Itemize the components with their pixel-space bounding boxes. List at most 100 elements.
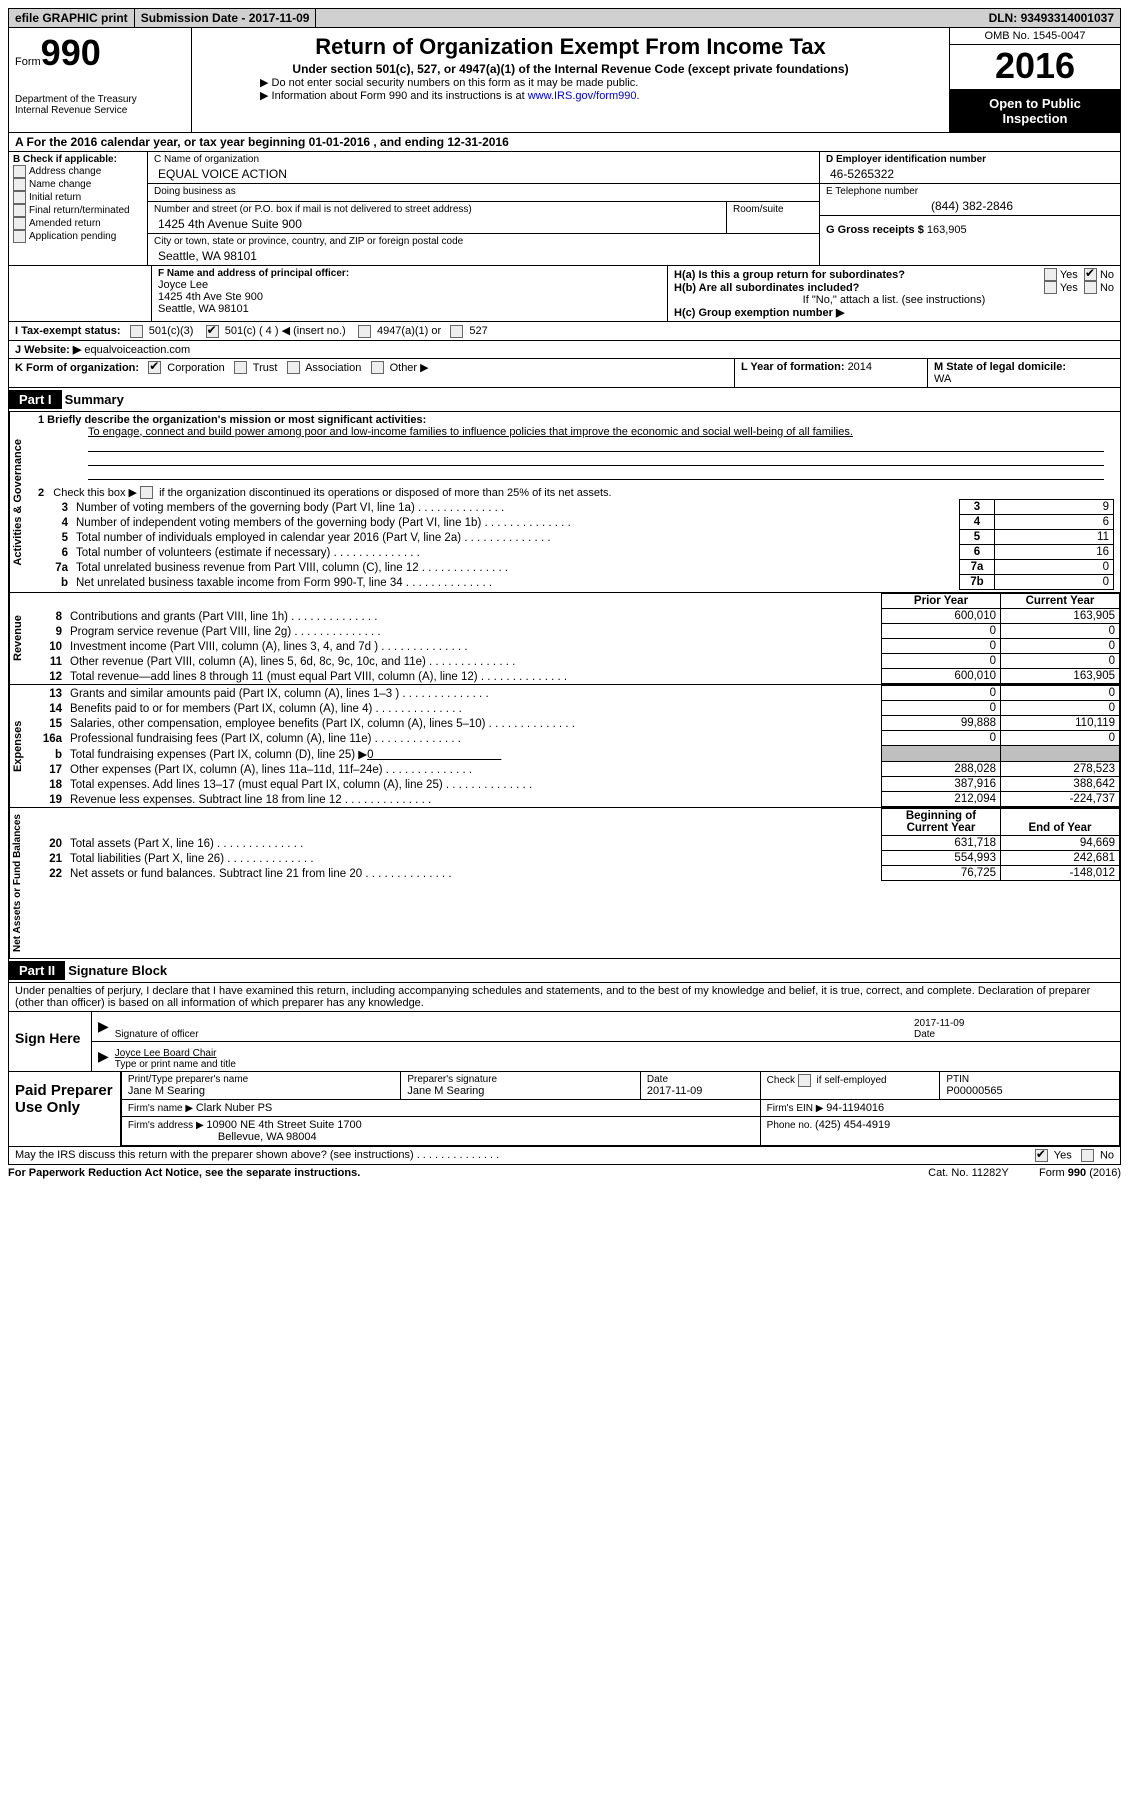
part-ii-header-row: Part II Signature Block [8, 959, 1121, 983]
chk-4947[interactable] [358, 325, 371, 338]
chk-application-pending[interactable] [13, 230, 26, 243]
discuss-row: May the IRS discuss this return with the… [8, 1147, 1121, 1165]
chk-association[interactable] [287, 361, 300, 374]
org-street: 1425 4th Avenue Suite 900 [158, 217, 720, 231]
line-2: 2 Check this box ▶ if the organization d… [38, 486, 1114, 500]
dln: DLN: 93493314001037 [983, 9, 1120, 27]
form-note-ssn: ▶ Do not enter social security numbers o… [260, 76, 941, 89]
form-subtitle: Under section 501(c), 527, or 4947(a)(1)… [200, 62, 941, 76]
gross-receipts: 163,905 [927, 224, 967, 236]
dba-cell: Doing business as [148, 184, 819, 202]
open-to-public: Open to PublicInspection [950, 90, 1120, 132]
arrow-icon: ▶ [98, 1018, 109, 1040]
firm-address: 10900 NE 4th Street Suite 1700 [206, 1119, 361, 1131]
principal-officer: F Name and address of principal officer:… [152, 266, 668, 321]
col-b-header: B Check if applicable: [13, 154, 143, 165]
line-1-label: 1 Briefly describe the organization's mi… [38, 414, 1114, 426]
paperwork-notice: For Paperwork Reduction Act Notice, see … [8, 1167, 360, 1179]
chk-other[interactable] [371, 361, 384, 374]
ein-value: 46-5265322 [830, 167, 1114, 181]
part-i-header: Part I [9, 390, 62, 409]
arrow-icon: ▶ [98, 1048, 109, 1070]
form-note-info: ▶ Information about Form 990 and its ins… [260, 89, 941, 102]
sig-date-value: 2017-11-09 [914, 1018, 964, 1029]
firm-phone: (425) 454-4919 [815, 1119, 890, 1131]
part-i-title: Summary [65, 392, 124, 407]
chk-trust[interactable] [234, 361, 247, 374]
street-row: Number and street (or P.O. box if mail i… [148, 202, 819, 234]
header-left: Form990 Department of the Treasury Inter… [9, 28, 192, 132]
part-ii-title: Signature Block [68, 963, 167, 978]
chk-corporation[interactable] [148, 361, 161, 374]
chk-ha-yes[interactable] [1044, 268, 1057, 281]
chk-discuss-no[interactable] [1081, 1149, 1094, 1162]
col-c-org-info: C Name of organization EQUAL VOICE ACTIO… [148, 152, 819, 265]
h-a-label: H(a) Is this a group return for subordin… [674, 269, 1044, 281]
chk-hb-no[interactable] [1084, 281, 1097, 294]
irs-link[interactable]: www.IRS.gov/form990 [528, 90, 637, 102]
tax-year: 2016 [950, 45, 1120, 90]
h-c-label: H(c) Group exemption number ▶ [674, 306, 1114, 319]
chk-name-change[interactable] [13, 178, 26, 191]
paid-preparer-block: Paid Preparer Use Only Print/Type prepar… [8, 1072, 1121, 1147]
tab-net-assets: Net Assets or Fund Balances [9, 808, 32, 958]
part-ii-header: Part II [9, 961, 65, 980]
tab-expenses: Expenses [9, 685, 32, 807]
h-b-note: If "No," attach a list. (see instruction… [674, 294, 1114, 306]
table-net-assets: Beginning of Current YearEnd of Year20To… [32, 808, 1120, 881]
chk-discontinued[interactable] [140, 486, 153, 499]
table-governance: 3Number of voting members of the governi… [38, 499, 1114, 590]
website-value: equalvoiceaction.com [84, 344, 190, 356]
row-a-tax-year: A For the 2016 calendar year, or tax yea… [8, 133, 1121, 152]
chk-initial-return[interactable] [13, 191, 26, 204]
section-fh: F Name and address of principal officer:… [8, 266, 1121, 322]
chk-final-return[interactable] [13, 204, 26, 217]
phone-cell: E Telephone number (844) 382-2846 [820, 184, 1120, 216]
chk-501c[interactable] [206, 325, 219, 338]
ptin-value: P00000565 [946, 1085, 1113, 1097]
preparer-name: Jane M Searing [128, 1085, 394, 1097]
sign-here-block: Sign Here ▶ Signature of officer 2017-11… [8, 1012, 1121, 1072]
row-j-website: J Website: ▶ equalvoiceaction.com [8, 341, 1121, 359]
table-revenue: Prior YearCurrent Year8Contributions and… [32, 593, 1120, 684]
page-footer: For Paperwork Reduction Act Notice, see … [8, 1165, 1121, 1181]
row-k-form-org: K Form of organization: Corporation Trus… [9, 359, 735, 387]
table-expenses: 13Grants and similar amounts paid (Part … [32, 685, 1120, 807]
section-bcd: B Check if applicable: Address change Na… [8, 152, 1121, 266]
form-header: Form990 Department of the Treasury Inter… [8, 28, 1121, 133]
preparer-date: 2017-11-09 [647, 1085, 754, 1097]
chk-501c3[interactable] [130, 325, 143, 338]
h-b-label: H(b) Are all subordinates included? [674, 282, 1044, 294]
irs-label: Internal Revenue Service [15, 105, 185, 116]
chk-527[interactable] [450, 325, 463, 338]
efile-label: efile GRAPHIC print [9, 9, 135, 27]
mission-text: To engage, connect and build power among… [88, 426, 1114, 438]
form-number: Form990 [15, 32, 185, 74]
chk-self-employed[interactable] [798, 1074, 811, 1087]
col-d-identifiers: D Employer identification number 46-5265… [819, 152, 1120, 265]
chk-address-change[interactable] [13, 165, 26, 178]
firm-ein: 94-1194016 [826, 1102, 884, 1114]
chk-amended-return[interactable] [13, 217, 26, 230]
row-i-tax-status: I Tax-exempt status: 501(c)(3) 501(c) ( … [8, 322, 1121, 341]
tab-revenue: Revenue [9, 593, 32, 684]
part-i: Part I Summary Activities & Governance 1… [8, 388, 1121, 960]
org-name-cell: C Name of organization EQUAL VOICE ACTIO… [148, 152, 819, 184]
header-right: OMB No. 1545-0047 2016 Open to PublicIns… [949, 28, 1120, 132]
chk-discuss-yes[interactable] [1035, 1149, 1048, 1162]
col-b-checkboxes: B Check if applicable: Address change Na… [9, 152, 148, 265]
tab-activities-governance: Activities & Governance [9, 412, 32, 593]
treasury-dept: Department of the Treasury [15, 94, 185, 105]
preparer-signature: Jane M Searing [407, 1085, 634, 1097]
chk-ha-no[interactable] [1084, 268, 1097, 281]
sign-here-label: Sign Here [9, 1012, 92, 1071]
form-title: Return of Organization Exempt From Incom… [200, 34, 941, 60]
org-name: EQUAL VOICE ACTION [158, 167, 813, 181]
firm-name: Clark Nuber PS [196, 1102, 272, 1114]
chk-hb-yes[interactable] [1044, 281, 1057, 294]
officer-name: Joyce Lee Board Chair [115, 1048, 217, 1059]
perjury-declaration: Under penalties of perjury, I declare th… [8, 983, 1121, 1012]
ein-cell: D Employer identification number 46-5265… [820, 152, 1120, 184]
org-city: Seattle, WA 98101 [158, 249, 813, 263]
submission-date: Submission Date - 2017-11-09 [135, 9, 317, 27]
